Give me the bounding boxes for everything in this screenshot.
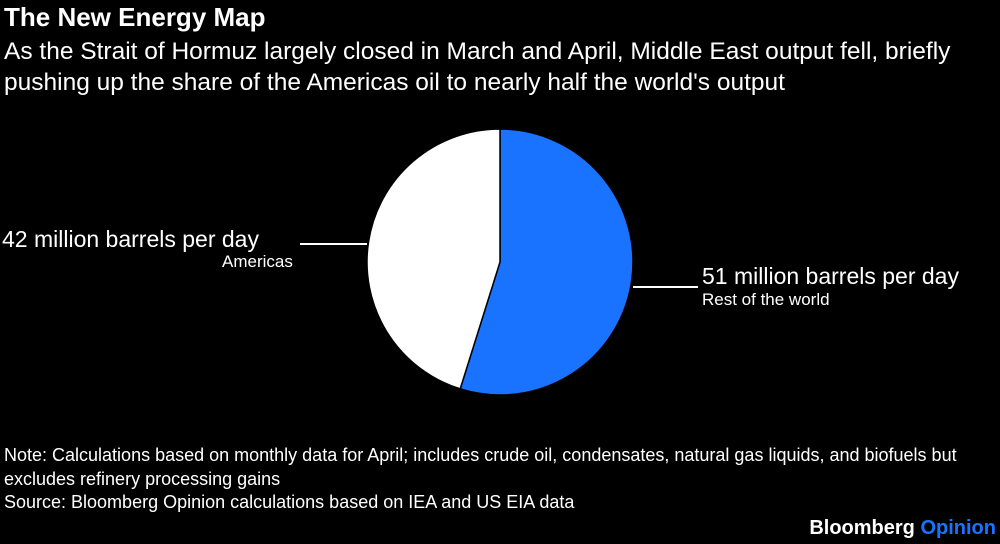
brand-name: Bloomberg	[809, 517, 915, 539]
rest-of-world-category-label: Rest of the world	[702, 290, 830, 309]
chart-source: Source: Bloomberg Opinion calculations b…	[4, 492, 575, 512]
americas-category-label: Americas	[222, 252, 293, 271]
chart-title: The New Energy Map	[4, 2, 266, 32]
brand-suffix: Opinion	[920, 517, 996, 539]
rest-of-world-value-label: 51 million barrels per day	[702, 263, 959, 289]
bloomberg-opinion-logo: Bloomberg Opinion	[809, 517, 996, 540]
pie-slice-americas	[366, 128, 501, 390]
chart-subtitle: As the Strait of Hormuz largely closed i…	[4, 38, 951, 96]
americas-value-label: 42 million barrels per day	[2, 226, 259, 252]
chart-note: Note: Calculations based on monthly data…	[4, 445, 957, 489]
pie-slice-rest-of-world	[459, 128, 634, 396]
